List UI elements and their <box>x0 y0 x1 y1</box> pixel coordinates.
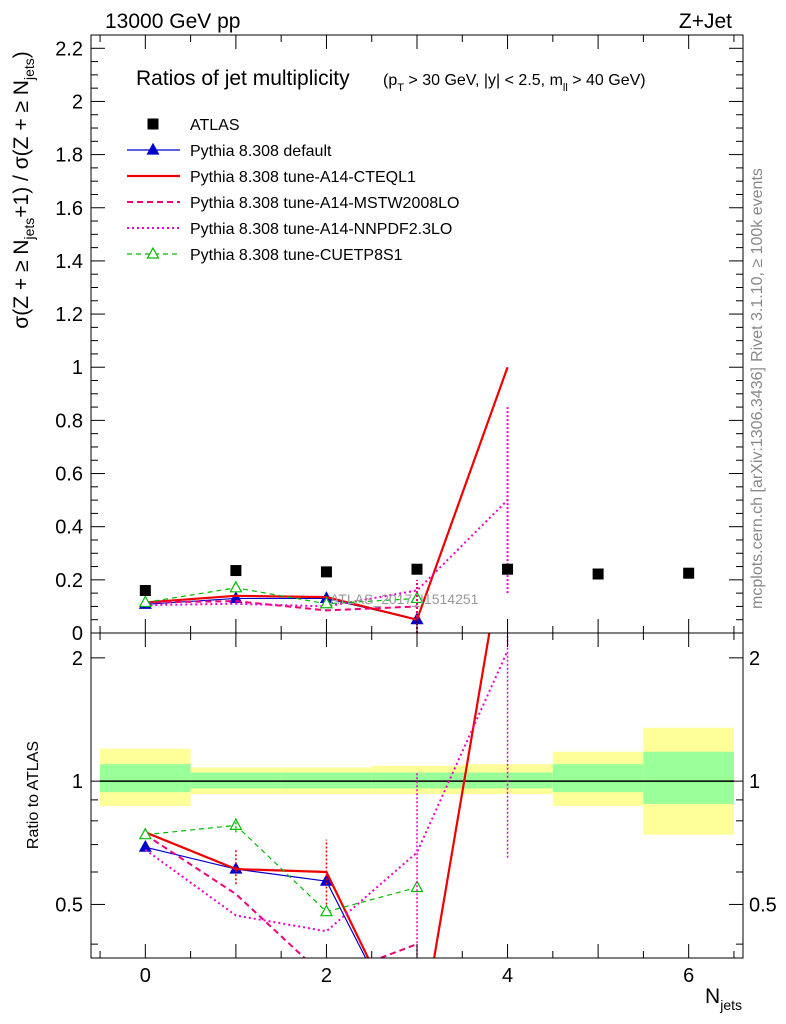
x-tick-label: 4 <box>502 965 513 987</box>
chart-title-cuts: (pT > 30 GeV, |y| < 2.5, mll > 40 GeV) <box>383 72 646 94</box>
y-tick-label: 0.6 <box>55 464 83 486</box>
y-tick-label: 1.8 <box>55 145 83 167</box>
data-point-atlas <box>683 567 695 579</box>
ratio-y-tick-label: 2 <box>72 648 83 670</box>
ratio-y-tick-label: 1 <box>72 771 83 793</box>
watermark-text: ATLAS_2017_I1514251 <box>330 591 479 607</box>
legend-label-nnpdf: Pythia 8.308 tune-A14-NNPDF2.3LO <box>190 221 452 238</box>
y-tick-label: 0.4 <box>55 517 83 539</box>
ratio-point-cuetp <box>319 904 333 917</box>
point-cuetp <box>319 596 333 609</box>
x-tick-label: 2 <box>321 965 332 987</box>
point-default <box>229 591 243 604</box>
uncertainty-band-inner <box>643 751 734 804</box>
ratio-point-cuetp <box>138 827 152 840</box>
ratio-y-tick-label-right: 0.5 <box>749 894 777 916</box>
series-line-cteql1 <box>145 366 509 622</box>
x-tick-label: 6 <box>683 965 694 987</box>
y-tick-label: 0.8 <box>55 410 83 432</box>
y-tick-label: 2 <box>72 91 83 113</box>
legend-marker-default <box>146 142 160 155</box>
ratio-line-mstw <box>144 833 418 958</box>
header-right: Z+Jet <box>679 10 732 33</box>
legend-label-cteql1: Pythia 8.308 tune-A14-CTEQL1 <box>190 169 416 186</box>
y-axis-label: σ(Z + ≥ Njets+1) / σ(Z + ≥ Njets) <box>10 51 37 329</box>
data-point-atlas <box>230 565 242 577</box>
legend-label-atlas: ATLAS <box>190 117 240 134</box>
chart-title: Ratios of jet multiplicity <box>136 67 350 90</box>
ratio-point-default <box>138 839 152 852</box>
data-point-atlas <box>411 563 423 575</box>
data-point-atlas <box>592 568 604 580</box>
ratio-y-label: Ratio to ATLAS <box>25 741 42 849</box>
uncertainty-band-inner <box>552 764 644 793</box>
series-line-mstw <box>145 600 418 612</box>
series-line-cuetp <box>145 587 418 605</box>
side-text-mcplots: mcplots.cern.ch [arXiv:1306.3436] <box>749 367 766 609</box>
point-cuetp <box>138 595 152 608</box>
ratio-panel: 0.5 0.5 1 1 2 2 0 2 4 6 Ratio to ATLAS Njets <box>25 632 777 1013</box>
legend-label-cuetp: Pythia 8.308 tune-CUETP8S1 <box>190 247 403 264</box>
y-tick-label: 1.6 <box>55 198 83 220</box>
header-left: 13000 GeV pp <box>105 10 240 33</box>
y-tick-label: 1 <box>72 357 83 379</box>
x-tick-label: 0 <box>140 965 151 987</box>
ratio-y-tick-label-right: 2 <box>749 648 760 670</box>
legend: ATLAS Pythia 8.308 default Pythia 8.308 tu… <box>127 117 459 264</box>
point-cuetp <box>410 591 424 604</box>
point-cuetp <box>229 580 243 593</box>
legend-label-mstw: Pythia 8.308 tune-A14-MSTW2008LO <box>190 195 459 212</box>
data-point-atlas <box>502 563 514 575</box>
data-point-atlas <box>139 584 151 596</box>
ratio-y-tick-label-right: 1 <box>749 771 760 793</box>
y-tick-label: 1.2 <box>55 304 83 326</box>
y-tick-label: 0 <box>72 623 83 645</box>
ratio-line-default <box>145 846 367 958</box>
ratio-point-cuetp <box>229 818 243 830</box>
side-text-rivet: Rivet 3.1.10, ≥ 100k events <box>749 168 766 362</box>
uncertainty-band-inner <box>100 764 191 793</box>
legend-label-default: Pythia 8.308 default <box>190 143 332 160</box>
legend-marker-atlas <box>147 118 159 130</box>
y-tick-label: 1.4 <box>55 251 83 273</box>
y-tick-label: 2.2 <box>55 38 83 60</box>
legend-marker-cuetp <box>146 246 160 259</box>
main-panel: ATLAS_2017_I1514251 0 0.2 0.4 0.6 0.8 1 1.2 1.4… <box>10 34 744 645</box>
main-frame <box>90 34 744 634</box>
x-axis-label: Njets <box>705 985 742 1013</box>
ratio-line-cuetp <box>145 824 418 913</box>
ratio-y-tick-label: 0.5 <box>55 894 83 916</box>
data-point-atlas <box>320 566 332 578</box>
y-tick-label: 0.2 <box>55 570 83 592</box>
